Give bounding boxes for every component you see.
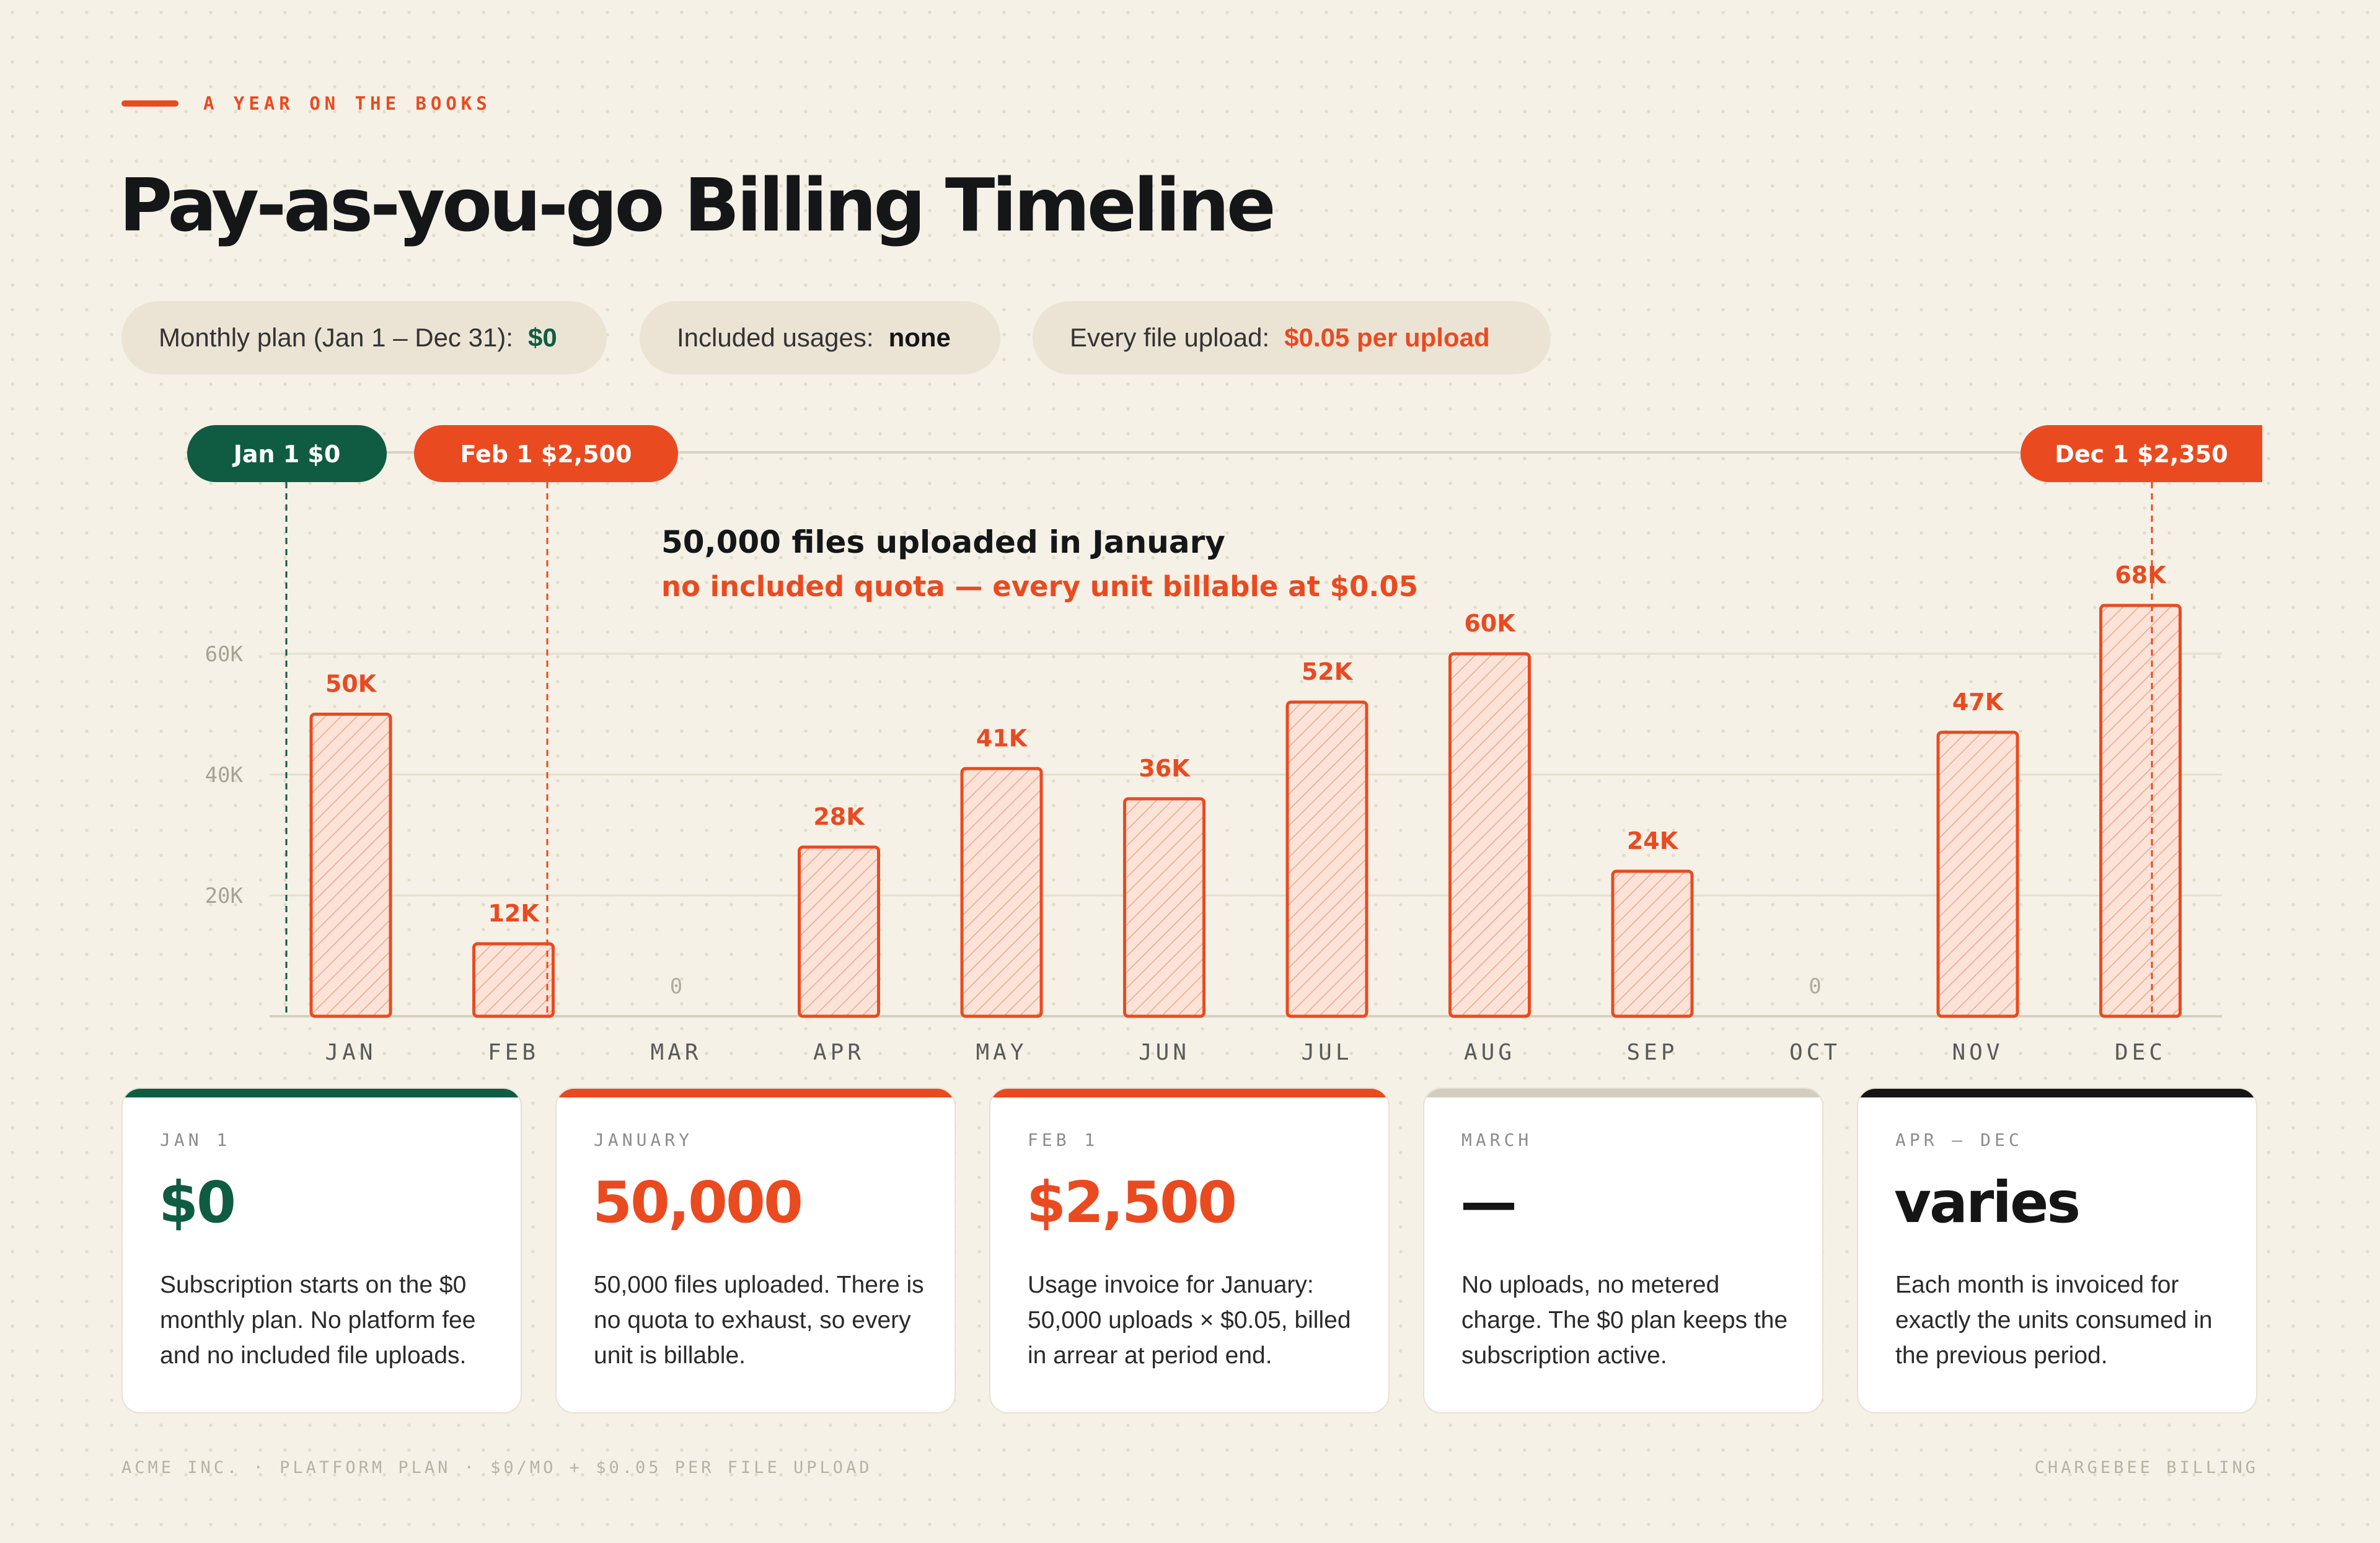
annotation-title: 50,000 files uploaded in January bbox=[661, 524, 1225, 560]
y-tick-label: 40K bbox=[205, 763, 244, 788]
eyebrow: A YEAR ON THE BOOKS bbox=[121, 93, 491, 114]
plan-pill-value: $0 bbox=[527, 323, 557, 352]
annotation-subtitle: no included quota — every unit billable … bbox=[661, 570, 1418, 603]
card-description: No uploads, no metered charge. The $0 pl… bbox=[1461, 1272, 1788, 1369]
x-tick-label: JUL bbox=[1301, 1040, 1352, 1065]
card-accent-bar bbox=[1858, 1089, 2256, 1097]
card-description: 50,000 files uploaded. There is no quota… bbox=[594, 1272, 924, 1369]
summary-card-january: JANUARY 50,000 50,000 files uploaded. Th… bbox=[555, 1088, 956, 1413]
bar-dec bbox=[2099, 604, 2182, 1018]
bar-value-label: 50K bbox=[325, 670, 377, 698]
x-tick-label: MAY bbox=[976, 1040, 1027, 1065]
card-description: Usage invoice for January: 50,000 upload… bbox=[1028, 1272, 1351, 1369]
plan-pill-label: Monthly plan (Jan 1 – Dec 31): bbox=[159, 323, 513, 352]
bar-value-label: 68K bbox=[2115, 561, 2167, 589]
card-value: $0 bbox=[159, 1169, 236, 1236]
card-kicker: MARCH bbox=[1461, 1130, 1533, 1150]
included-usages-pill-label: Included usages: bbox=[677, 323, 874, 352]
marker-pill bbox=[187, 425, 387, 482]
card-kicker: JANUARY bbox=[594, 1130, 694, 1150]
card-description: Each month is invoiced for exactly the u… bbox=[1895, 1272, 2213, 1369]
summary-card-march: MARCH — No uploads, no metered charge. T… bbox=[1423, 1088, 1823, 1413]
bar-feb bbox=[472, 942, 555, 1018]
bar-value-label: 60K bbox=[1464, 610, 1516, 637]
upload-price-pill-value: $0.05 per upload bbox=[1284, 323, 1490, 352]
summary-card-apr-dec: APR – DEC varies Each month is invoiced … bbox=[1857, 1088, 2257, 1413]
x-tick-label: JAN bbox=[325, 1040, 376, 1065]
x-tick-label: SEP bbox=[1626, 1040, 1678, 1065]
marker-label: Feb 1 $2,500 bbox=[461, 441, 632, 468]
upload-price-pill-label: Every file upload: bbox=[1070, 323, 1270, 352]
card-value: $2,500 bbox=[1026, 1169, 1237, 1236]
monthly-uploads-chart: 20K 40K 60K 50K JAN 12K FEB 0 MAR 28K APR 41K MAY 36… bbox=[186, 425, 2262, 1065]
bar-value-label: 24K bbox=[1627, 827, 1679, 855]
summary-card-jan1: JAN 1 $0 Subscription starts on the $0 m… bbox=[121, 1088, 522, 1413]
summary-card-feb1: FEB 1 $2,500 Usage invoice for January: … bbox=[989, 1088, 1390, 1413]
x-tick-label: DEC bbox=[2115, 1040, 2166, 1065]
bar-value-label: 0 bbox=[1809, 974, 1821, 999]
card-accent-bar bbox=[1424, 1089, 1822, 1097]
x-tick-label: MAR bbox=[650, 1040, 702, 1065]
marker-pill bbox=[414, 425, 678, 482]
bar-value-label: 41K bbox=[976, 724, 1028, 752]
x-tick-label: JUN bbox=[1139, 1040, 1190, 1065]
card-description: Subscription starts on the $0 monthly pl… bbox=[160, 1272, 476, 1369]
x-tick-label: NOV bbox=[1952, 1040, 2003, 1065]
bar-jun bbox=[1123, 797, 1205, 1018]
plan-pill: Monthly plan (Jan 1 – Dec 31): $0 bbox=[121, 301, 607, 374]
y-tick-label: 20K bbox=[205, 884, 244, 908]
x-tick-label: AUG bbox=[1464, 1040, 1515, 1065]
bar-value-label: 52K bbox=[1302, 658, 1354, 685]
bar-jul bbox=[1285, 700, 1368, 1018]
card-value: — bbox=[1460, 1169, 1517, 1236]
bar-aug bbox=[1448, 652, 1531, 1018]
bar-value-label: 12K bbox=[488, 900, 540, 927]
eyebrow-accent-line bbox=[121, 100, 178, 107]
card-kicker: JAN 1 bbox=[160, 1130, 231, 1150]
y-tick-label: 60K bbox=[205, 642, 244, 667]
marker-pill-edge bbox=[2225, 425, 2262, 482]
card-kicker: APR – DEC bbox=[1895, 1130, 2023, 1150]
bar-value-label: 47K bbox=[1952, 688, 2004, 716]
card-kicker: FEB 1 bbox=[1028, 1130, 1099, 1150]
footer-right: CHARGEBEE BILLING bbox=[2034, 1458, 2259, 1477]
card-value: varies bbox=[1894, 1169, 2081, 1236]
bar-apr bbox=[798, 845, 880, 1018]
bar-value-label: 36K bbox=[1139, 755, 1191, 782]
marker-label: Dec 1 $2,350 bbox=[2055, 441, 2228, 468]
card-accent-bar bbox=[990, 1089, 1388, 1097]
x-tick-label: FEB bbox=[488, 1040, 539, 1065]
bar-sep bbox=[1611, 869, 1694, 1018]
x-tick-label: APR bbox=[813, 1040, 865, 1065]
x-tick-label: OCT bbox=[1789, 1040, 1841, 1065]
upload-price-pill: Every file upload: $0.05 per upload bbox=[1033, 301, 1551, 374]
page-title: Pay-as-you-go Billing Timeline bbox=[119, 162, 1276, 248]
marker-label: Jan 1 $0 bbox=[232, 441, 341, 468]
card-accent-bar bbox=[557, 1089, 954, 1097]
bar-value-label: 28K bbox=[813, 803, 865, 830]
bar-jan bbox=[309, 713, 392, 1018]
card-accent-bar bbox=[123, 1089, 521, 1097]
bar-nov bbox=[1936, 731, 2019, 1018]
marker-pill bbox=[2021, 425, 2262, 482]
card-value: 50,000 bbox=[593, 1169, 803, 1236]
bar-may bbox=[960, 767, 1043, 1018]
included-usages-pill: Included usages: none bbox=[640, 301, 1000, 374]
included-usages-pill-value: none bbox=[888, 323, 951, 352]
eyebrow-text: A YEAR ON THE BOOKS bbox=[203, 93, 491, 114]
footer-left: ACME INC. · PLATFORM PLAN · $0/MO + $0.0… bbox=[121, 1458, 873, 1477]
bar-value-label: 0 bbox=[670, 974, 682, 999]
